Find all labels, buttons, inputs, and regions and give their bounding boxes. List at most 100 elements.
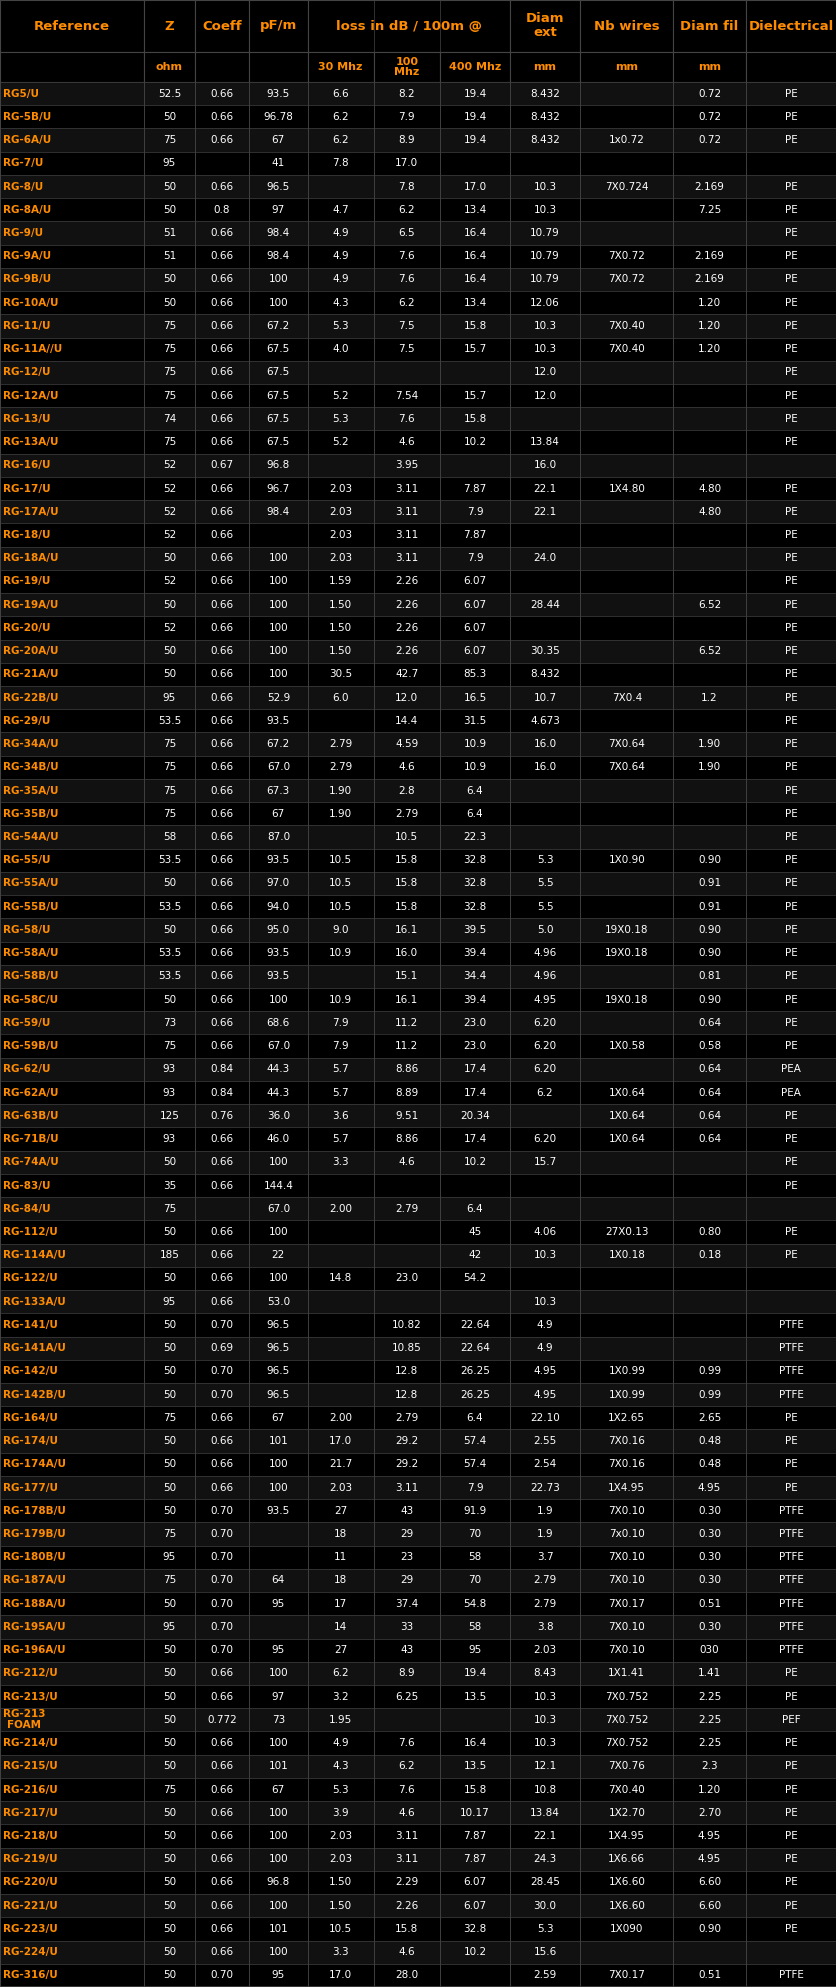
Text: 100: 100	[268, 1947, 288, 1957]
Bar	[307, 1081, 374, 1105]
Text: 15.7: 15.7	[463, 391, 486, 401]
Text: 15.8: 15.8	[463, 1784, 486, 1794]
Bar	[579, 640, 673, 664]
Text: RG-62A/U: RG-62A/U	[3, 1087, 59, 1097]
Bar	[0, 244, 144, 268]
Text: 0.30: 0.30	[697, 1576, 720, 1586]
Text: 0.66: 0.66	[210, 229, 233, 238]
Text: 52.9: 52.9	[267, 693, 289, 703]
Text: 0.66: 0.66	[210, 483, 233, 493]
Bar	[307, 1848, 374, 1872]
Text: 87.0: 87.0	[267, 833, 289, 842]
Bar	[673, 129, 745, 151]
Text: 22: 22	[272, 1250, 284, 1260]
Text: 3.11: 3.11	[395, 531, 418, 540]
Bar	[0, 1035, 144, 1057]
Text: PE: PE	[784, 785, 797, 795]
Bar	[579, 825, 673, 848]
Text: 100: 100	[268, 1830, 288, 1842]
Text: RG-180B/U: RG-180B/U	[3, 1552, 66, 1562]
Bar	[307, 52, 374, 81]
Bar	[249, 1778, 307, 1800]
Bar	[144, 1081, 195, 1105]
Text: 8.86: 8.86	[395, 1135, 418, 1145]
Bar	[745, 1639, 836, 1661]
Text: 15.8: 15.8	[395, 878, 418, 888]
Text: 1X0.90: 1X0.90	[608, 854, 645, 864]
Bar	[249, 199, 307, 221]
Bar	[374, 779, 440, 803]
Text: PE: PE	[784, 205, 797, 215]
Text: 0.66: 0.66	[210, 250, 233, 260]
Bar	[195, 314, 249, 338]
Text: 13.5: 13.5	[463, 1760, 486, 1770]
Bar	[440, 1917, 509, 1941]
Bar	[144, 872, 195, 894]
Bar	[249, 1290, 307, 1313]
Bar	[307, 314, 374, 338]
Bar	[440, 1709, 509, 1731]
Bar	[440, 988, 509, 1011]
Bar	[745, 314, 836, 338]
Bar	[144, 686, 195, 709]
Bar	[673, 664, 745, 686]
Text: 52: 52	[162, 461, 176, 471]
Bar	[440, 894, 509, 918]
Text: 100: 100	[268, 600, 288, 610]
Text: 4.6: 4.6	[398, 1808, 415, 1818]
Bar	[144, 966, 195, 988]
Text: 100: 100	[268, 995, 288, 1005]
Bar	[0, 1941, 144, 1963]
Bar	[195, 175, 249, 199]
Bar	[0, 175, 144, 199]
Text: mm: mm	[697, 62, 720, 72]
Text: 1.20: 1.20	[697, 298, 720, 308]
Bar	[374, 1778, 440, 1800]
Bar	[195, 477, 249, 501]
Text: 4.95: 4.95	[697, 1830, 721, 1842]
Bar	[745, 779, 836, 803]
Text: 10.2: 10.2	[463, 437, 486, 447]
Text: RG-215/U: RG-215/U	[3, 1760, 58, 1770]
Text: 16.0: 16.0	[533, 763, 556, 773]
Bar	[579, 1546, 673, 1570]
Text: PE: PE	[784, 1669, 797, 1679]
Bar	[249, 407, 307, 431]
Bar	[195, 1313, 249, 1337]
Bar	[374, 1755, 440, 1778]
Text: 0.66: 0.66	[210, 1250, 233, 1260]
Text: 50: 50	[162, 1437, 176, 1447]
Bar	[673, 453, 745, 477]
Text: 2.59: 2.59	[533, 1971, 556, 1981]
Bar	[509, 686, 579, 709]
Text: 2.03: 2.03	[329, 507, 352, 517]
Bar	[0, 1498, 144, 1522]
Text: 0.91: 0.91	[697, 902, 720, 912]
Text: 23.0: 23.0	[463, 1017, 486, 1027]
Text: 70: 70	[468, 1576, 481, 1586]
Text: 1.50: 1.50	[329, 1878, 352, 1888]
Bar	[374, 1709, 440, 1731]
Text: 75: 75	[162, 1528, 176, 1540]
Text: 4.80: 4.80	[697, 507, 720, 517]
Bar	[0, 803, 144, 825]
Text: 10.79: 10.79	[529, 274, 559, 284]
Bar	[673, 1685, 745, 1709]
Bar	[745, 1150, 836, 1174]
Bar	[195, 1755, 249, 1778]
Bar	[0, 1476, 144, 1498]
Bar	[579, 1452, 673, 1476]
Bar	[579, 988, 673, 1011]
Bar	[509, 105, 579, 129]
Bar	[374, 1615, 440, 1639]
Text: PE: PE	[784, 995, 797, 1005]
Bar	[745, 1174, 836, 1196]
Bar	[195, 1872, 249, 1894]
Bar	[0, 129, 144, 151]
Bar	[440, 151, 509, 175]
Text: 1.90: 1.90	[697, 739, 720, 749]
Bar	[307, 129, 374, 151]
Bar	[144, 1592, 195, 1615]
Text: 100: 100	[268, 1226, 288, 1238]
Text: 64: 64	[272, 1576, 284, 1586]
